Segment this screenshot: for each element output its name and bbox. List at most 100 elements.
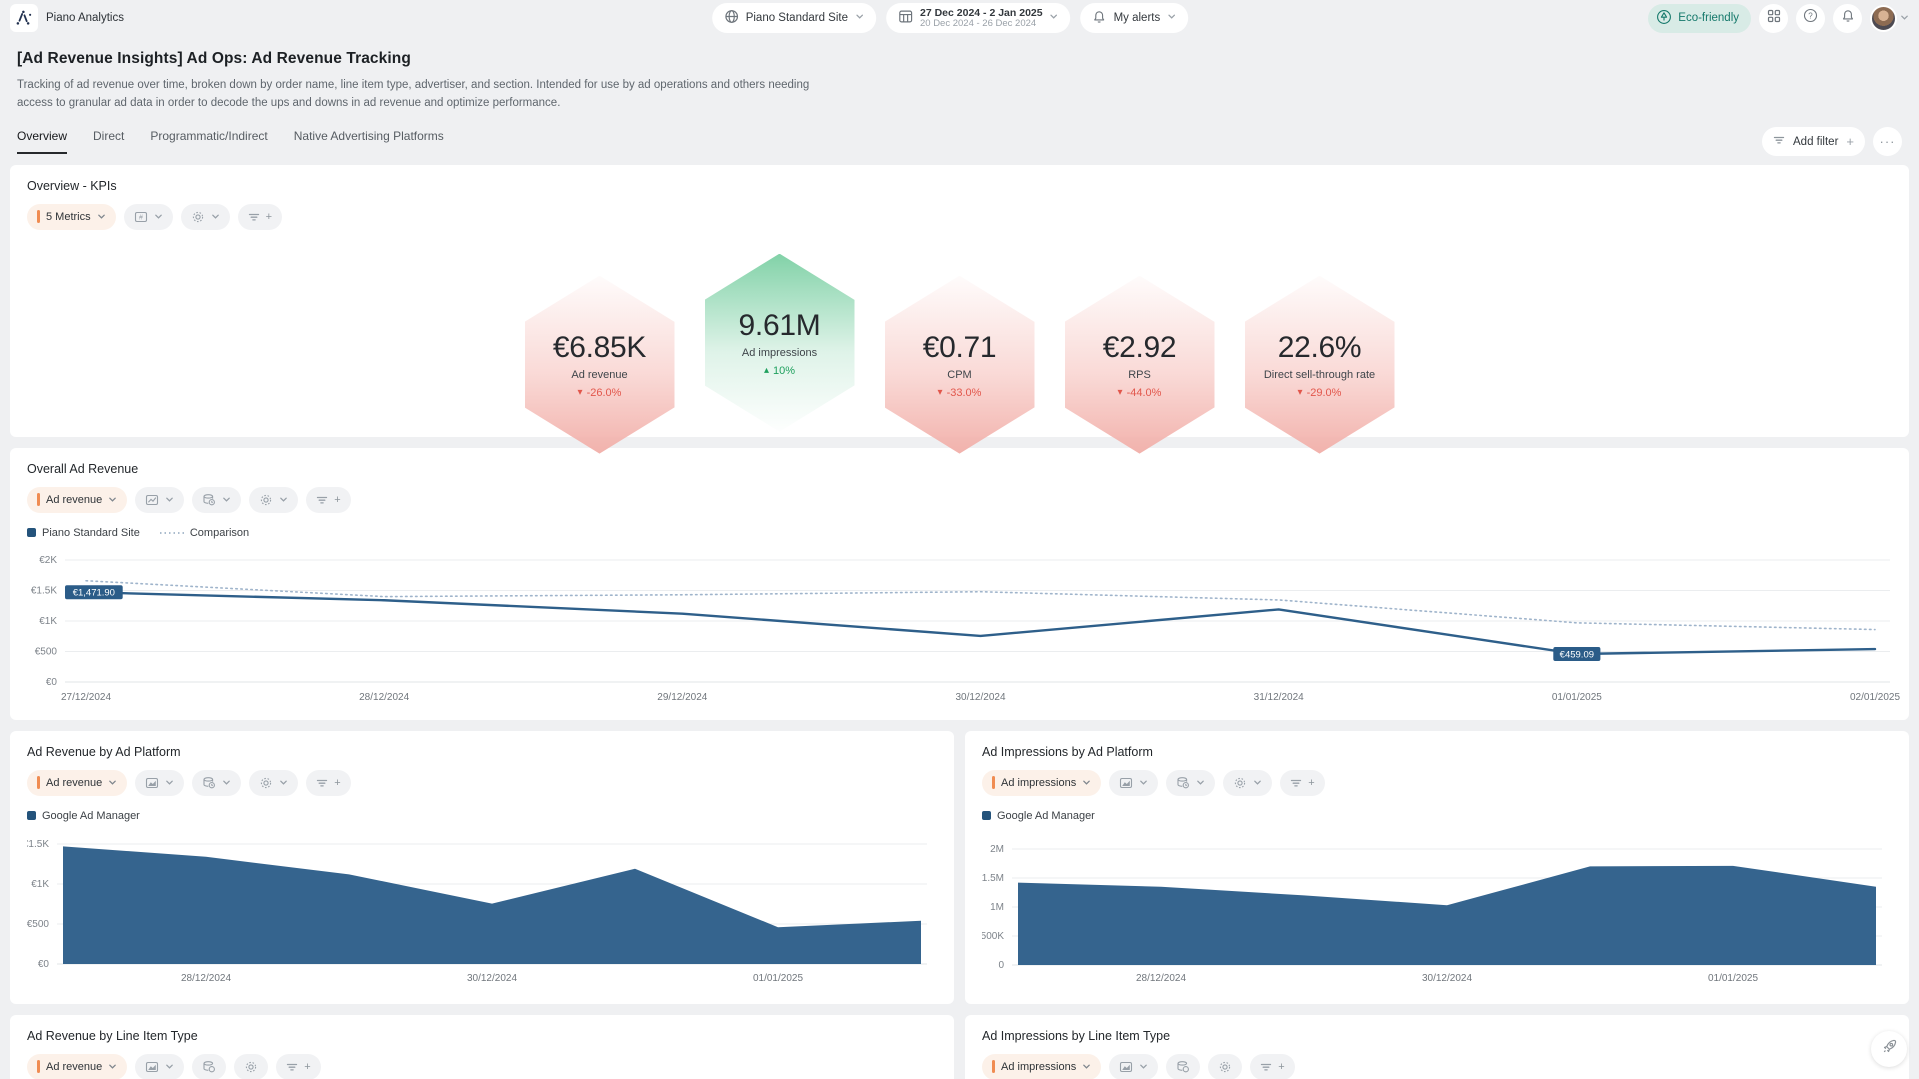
settings-pill[interactable]: [1223, 769, 1273, 796]
chart-type-pill[interactable]: [1109, 1053, 1159, 1079]
chart-type-pill[interactable]: [135, 769, 185, 796]
svg-text:€0: €0: [38, 959, 50, 970]
kpi-change: -33.0%: [946, 386, 982, 399]
kpi-value: €6.85K: [552, 330, 647, 364]
kpi-card: Overview - KPIs 5 Metrics # + €6.85K Ad …: [10, 164, 1909, 454]
gear-icon: [246, 1061, 257, 1072]
avatar: [1870, 4, 1897, 32]
metrics-selector-pill[interactable]: 5 Metrics: [27, 203, 116, 230]
settings-pill[interactable]: [1208, 1053, 1243, 1079]
ad-revenue-by-platform-chart[interactable]: €1.5K €1K €500 €0 28/12/2024 30/12/2024 01/01/…: [23, 826, 932, 986]
chevron-down-icon: [166, 780, 174, 785]
chevron-down-icon: [1167, 12, 1176, 24]
gear-icon: [1235, 777, 1246, 788]
tab-overview[interactable]: Overview: [17, 129, 68, 155]
chevron-down-icon: [1050, 12, 1059, 24]
metric-selector-pill[interactable]: Ad revenue: [27, 769, 128, 796]
legend-piano-standard-site[interactable]: Piano Standard Site: [27, 527, 140, 539]
date-range-picker[interactable]: 27 Dec 2024 - 2 Jan 2025 20 Dec 2024 - 2…: [885, 3, 1071, 33]
chevron-down-icon: [280, 780, 288, 785]
legend-google-ad-manager[interactable]: Google Ad Manager: [27, 810, 140, 822]
chart-type-pill[interactable]: [135, 486, 185, 513]
ad-impressions-by-platform-chart[interactable]: 2M 1.5M 1M 500K 0 28/12/2024 30/12/2024 01/01/2…: [981, 826, 1887, 986]
svg-text:1.5M: 1.5M: [982, 873, 1004, 884]
eco-friendly-badge[interactable]: Eco-friendly: [1648, 3, 1751, 33]
filter-pill[interactable]: +: [1250, 1053, 1295, 1079]
settings-pill[interactable]: [249, 769, 299, 796]
data-source-pill[interactable]: [192, 486, 242, 513]
filter-pill[interactable]: +: [1280, 769, 1325, 796]
chevron-down-icon: [855, 12, 864, 24]
tab-native-advertising-platforms[interactable]: Native Advertising Platforms: [293, 129, 444, 144]
number-display-icon: #: [134, 211, 147, 222]
kpi-label: Ad revenue: [571, 368, 628, 381]
svg-text:€1.5K: €1.5K: [27, 839, 49, 850]
site-selector-label: Piano Standard Site: [745, 12, 848, 24]
metric-selector-pill[interactable]: Ad revenue: [27, 486, 128, 513]
more-options-button[interactable]: ···: [1873, 127, 1902, 157]
data-source-pill[interactable]: [1166, 1053, 1201, 1079]
legend-google-ad-manager[interactable]: Google Ad Manager: [982, 810, 1095, 822]
gear-icon: [192, 211, 203, 222]
metric-selector-pill[interactable]: Ad impressions: [982, 769, 1102, 796]
filter-icon: [1773, 134, 1785, 149]
my-alerts-button[interactable]: My alerts: [1080, 3, 1189, 33]
kpi-rps: €2.92 RPS ▾ -44.0%: [1064, 275, 1215, 454]
svg-text:500K: 500K: [982, 931, 1004, 942]
data-source-pill[interactable]: [192, 1053, 227, 1079]
chart-type-pill[interactable]: [135, 1053, 185, 1079]
site-selector[interactable]: Piano Standard Site: [711, 3, 876, 33]
svg-text:2M: 2M: [990, 844, 1004, 855]
data-source-pill[interactable]: [1166, 769, 1216, 796]
legend-comparison[interactable]: Comparison: [159, 527, 249, 539]
line-chart-icon: [146, 494, 159, 505]
kpi-change: -26.0%: [586, 386, 622, 399]
notifications-button[interactable]: [1833, 3, 1862, 33]
ad-impressions-by-line-item-type-card: Ad Impressions by Line Item Type Ad impr…: [965, 1014, 1909, 1079]
database-icon: [1177, 1060, 1190, 1072]
filter-pill[interactable]: +: [306, 486, 351, 513]
area-chart-icon: [146, 1061, 159, 1072]
chevron-down-icon: [166, 497, 174, 502]
kpi-value: €0.71: [922, 330, 997, 364]
settings-pill[interactable]: [249, 486, 299, 513]
gear-icon: [261, 494, 272, 505]
accent-bar: [37, 776, 40, 790]
svg-text:€459.09: €459.09: [1560, 649, 1594, 660]
svg-text:01/01/2025: 01/01/2025: [1552, 692, 1602, 703]
svg-text:€500: €500: [27, 919, 49, 930]
my-alerts-label: My alerts: [1113, 12, 1161, 24]
trend-down-icon: ▾: [1297, 387, 1303, 399]
section-title: Ad Revenue by Ad Platform: [27, 744, 181, 759]
help-button[interactable]: ?: [1796, 3, 1825, 33]
chevron-down-icon: [97, 214, 105, 219]
filter-pill[interactable]: +: [306, 769, 351, 796]
svg-text:02/01/2025: 02/01/2025: [1850, 692, 1900, 703]
svg-text:€2K: €2K: [39, 555, 57, 566]
overall-ad-revenue-chart[interactable]: €2K €1.5K €1K €500 €027/12/2024 28/12/2024 29/…: [27, 543, 1902, 705]
dotted-line-swatch: [159, 531, 184, 534]
tab-programmatic-indirect[interactable]: Programmatic/Indirect: [150, 129, 268, 144]
filter-pill[interactable]: +: [276, 1053, 321, 1079]
metric-selector-pill[interactable]: Ad revenue: [27, 1053, 128, 1079]
kpi-ad-revenue: €6.85K Ad revenue ▾ -26.0%: [524, 275, 675, 454]
filter-pill[interactable]: +: [237, 203, 283, 230]
chart-type-pill[interactable]: [1109, 769, 1159, 796]
filter-icon: [1261, 1063, 1272, 1071]
chevron-down-icon: [109, 780, 117, 785]
display-type-pill[interactable]: #: [123, 203, 173, 230]
chevron-down-icon: [109, 1064, 117, 1069]
svg-text:31/12/2024: 31/12/2024: [1254, 692, 1304, 703]
bell-icon: [1841, 9, 1855, 28]
assistant-rocket-button[interactable]: [1871, 1031, 1907, 1067]
user-menu[interactable]: [1870, 4, 1909, 32]
data-source-pill[interactable]: [192, 769, 242, 796]
settings-pill[interactable]: [180, 203, 230, 230]
settings-pill[interactable]: [234, 1053, 269, 1079]
metric-selector-pill[interactable]: Ad impressions: [982, 1053, 1102, 1079]
ad-revenue-by-platform-card: Ad Revenue by Ad Platform Ad revenue + G…: [10, 730, 954, 1004]
tab-direct[interactable]: Direct: [93, 129, 125, 144]
legend-swatch: [27, 528, 36, 538]
apps-grid-button[interactable]: [1759, 3, 1788, 33]
add-filter-button[interactable]: Add filter +: [1762, 127, 1865, 157]
